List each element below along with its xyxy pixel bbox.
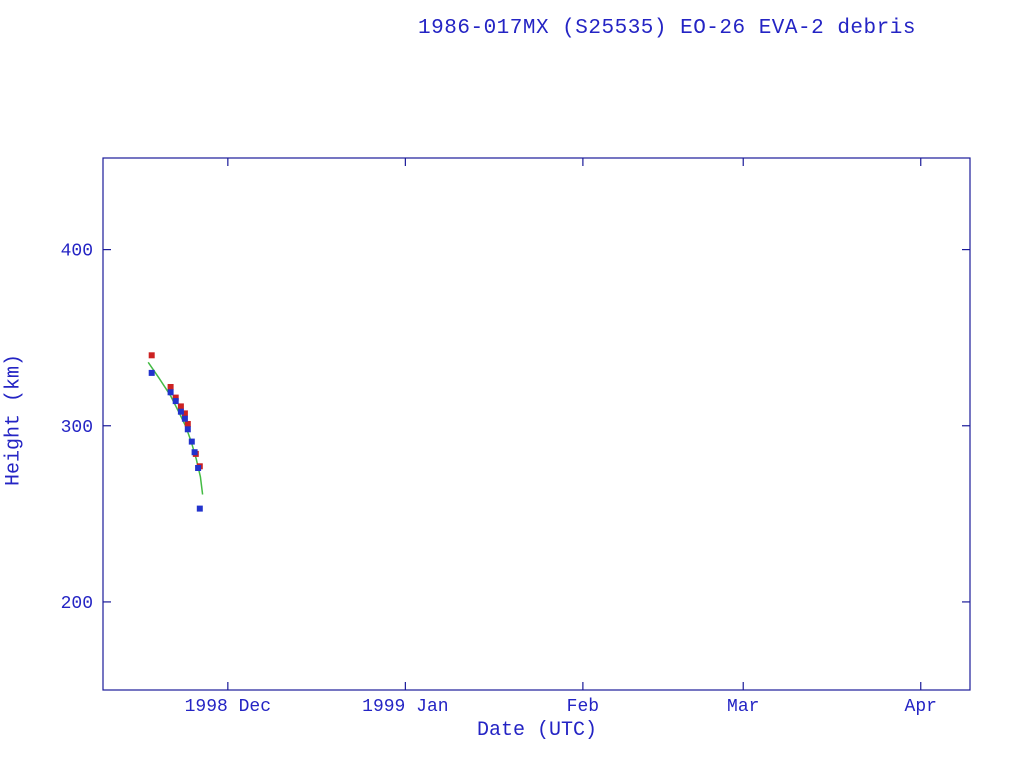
perigee-height-point (184, 426, 191, 433)
x-axis-label: Date (UTC) (476, 719, 598, 742)
apogee-height-point (167, 384, 174, 390)
perigee-height-point (196, 505, 203, 512)
apogee-height-point (184, 421, 191, 427)
perigee-height-point (177, 408, 184, 415)
perigee-height-point (172, 398, 179, 405)
perigee-height-point (181, 415, 188, 422)
x-tick-label: Apr (905, 697, 937, 717)
perigee-height-point (191, 449, 198, 456)
x-tick-label: 1998 Dec (185, 697, 271, 717)
perigee-height-point (148, 369, 155, 376)
perigee-height-points (148, 369, 203, 512)
y-tick-label: 400 (61, 242, 93, 262)
perigee-height-point (167, 389, 174, 396)
decay-fit-line (147, 361, 204, 495)
apogee-height-point (148, 352, 155, 359)
perigee-height-point (195, 465, 202, 471)
x-tick-label: Feb (567, 697, 599, 717)
apogee-height-point (177, 403, 184, 410)
y-tick-label: 300 (61, 418, 93, 438)
chart-title: 1986-017MX (S25535) EO-26 EVA-2 debris (418, 17, 916, 40)
x-tick-label: 1999 Jan (362, 697, 448, 717)
perigee-height-point (188, 438, 195, 445)
y-axis-label: Height (km) (2, 353, 26, 487)
y-tick-label: 200 (61, 594, 93, 614)
x-tick-label: Mar (727, 697, 759, 717)
axis-box (102, 157, 971, 691)
